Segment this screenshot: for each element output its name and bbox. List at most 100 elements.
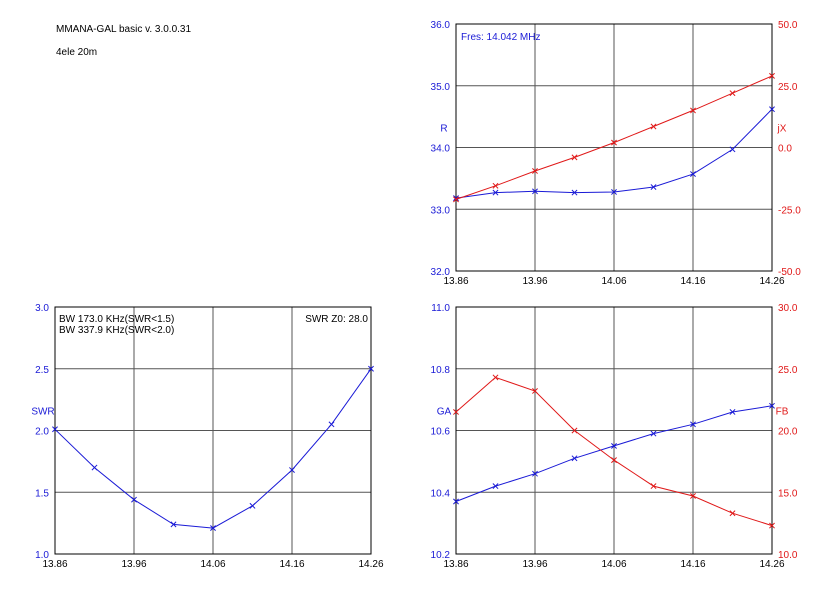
gain_fb-ytick-left: 10.2 — [431, 550, 451, 561]
gain_fb-series-ga-marker — [690, 421, 696, 428]
swr-bandwidth-annotation: BW 337.9 KHz(SWR<2.0) — [59, 325, 174, 336]
impedance-series-r-marker — [611, 189, 617, 195]
gain_fb-series-ga-marker — [650, 430, 657, 437]
swr-series-swr-marker — [289, 467, 295, 473]
impedance-series-r-marker — [690, 171, 696, 178]
swr-ytick-left: 1.0 — [35, 550, 49, 561]
impedance-ytick-right: 25.0 — [778, 82, 798, 93]
impedance-ytick-left: 33.0 — [431, 205, 451, 216]
swr-frame — [54, 306, 372, 555]
model-name: 4ele 20m — [56, 47, 98, 58]
swr-yaxis-left-label: SWR — [31, 406, 54, 417]
impedance-xtick-label: 13.96 — [522, 276, 547, 287]
swr-series-swr-marker — [368, 365, 374, 372]
impedance-xtick-label: 14.16 — [680, 276, 705, 287]
gain_fb-xtick-label: 13.86 — [443, 559, 468, 570]
gain_fb-yaxis-right-label: FB — [776, 406, 789, 417]
gain_fb-ytick-right: 30.0 — [778, 303, 798, 314]
impedance-series-r-marker — [571, 189, 578, 196]
gain_fb-series-fb-marker — [571, 427, 578, 434]
swr-series-swr-marker — [328, 421, 335, 428]
impedance-yaxis-right-label: jX — [777, 123, 787, 134]
gain_fb-series-fb-marker — [453, 409, 459, 415]
gain_fb-xtick-label: 14.16 — [680, 559, 705, 570]
impedance-series-jx-marker — [571, 154, 578, 161]
swr-xtick-label: 13.86 — [42, 559, 67, 570]
swr-series-swr-marker — [170, 521, 177, 528]
impedance-series-r-marker — [492, 189, 499, 196]
gain_fb-series-ga-marker — [611, 442, 617, 449]
gain_fb-series-fb-marker — [729, 510, 736, 517]
gain_fb-ytick-right: 10.0 — [778, 550, 798, 561]
program-title: MMANA-GAL basic v. 3.0.0.31 — [56, 24, 192, 35]
impedance-series-r-marker — [769, 106, 775, 113]
swr-series-swr-marker — [131, 496, 137, 503]
impedance-frame — [455, 23, 773, 272]
gain_fb-ytick-left: 10.8 — [431, 365, 451, 376]
impedance-series-jx-marker — [650, 123, 657, 130]
swr-series-swr-marker — [210, 525, 216, 532]
impedance-ytick-left: 32.0 — [431, 267, 451, 278]
gain_fb-xtick-label: 14.26 — [759, 559, 784, 570]
swr-xtick-label: 13.96 — [121, 559, 146, 570]
gain_fb-series-fb-marker — [492, 374, 499, 381]
gain_fb-series-ga-marker — [453, 498, 459, 505]
impedance-series-r-marker — [532, 188, 538, 195]
impedance-ytick-right: 0.0 — [778, 144, 792, 155]
gain_fb-xtick-label: 14.06 — [601, 559, 626, 570]
gain_fb-frame — [455, 306, 773, 555]
gain_fb-series-fb-marker — [769, 522, 775, 529]
gain_fb-series-fb-marker — [650, 483, 657, 490]
impedance-ytick-left: 35.0 — [431, 82, 451, 93]
gain_fb-ytick-left: 11.0 — [431, 303, 450, 314]
impedance-yaxis-left-label: R — [440, 123, 447, 134]
gain_fb-series-fb-marker — [611, 457, 617, 464]
swr-xtick-label: 14.16 — [279, 559, 304, 570]
gain_fb-ytick-right: 20.0 — [778, 427, 798, 438]
gain_fb-series-ga-marker — [492, 483, 499, 490]
gain_fb-yaxis-left-label: GA — [437, 406, 452, 417]
gain_fb-ytick-left: 10.6 — [431, 427, 451, 438]
impedance-annotation: Fres: 14.042 MHz — [461, 32, 540, 43]
impedance-ytick-right: -25.0 — [778, 205, 801, 216]
impedance-series-jx-marker — [611, 139, 617, 146]
swr-series-swr-marker — [91, 464, 98, 471]
impedance-series-r-marker — [453, 195, 459, 202]
swr-series-swr-marker — [249, 502, 256, 509]
impedance-series-r-marker — [650, 184, 657, 190]
impedance-series-r-marker — [729, 146, 736, 153]
impedance-ytick-right: -50.0 — [778, 267, 801, 278]
swr-xtick-label: 14.06 — [200, 559, 225, 570]
swr-ytick-left: 2.5 — [35, 365, 49, 376]
impedance-series-jx-marker — [492, 182, 499, 189]
impedance-xtick-label: 14.06 — [601, 276, 626, 287]
impedance-series-jx-marker — [453, 196, 459, 203]
impedance-ytick-left: 36.0 — [431, 20, 451, 31]
impedance-series-jx-marker — [690, 107, 696, 114]
gain_fb-series-ga-marker — [729, 409, 736, 415]
swr-series-swr-marker — [52, 426, 58, 433]
swr-ytick-left: 1.5 — [35, 488, 49, 499]
impedance-xtick-label: 13.86 — [443, 276, 468, 287]
gain_fb-series-ga-marker — [769, 402, 775, 409]
gain_fb-ytick-left: 10.4 — [431, 488, 451, 499]
swr-xtick-label: 14.26 — [358, 559, 383, 570]
impedance-xtick-label: 14.26 — [759, 276, 784, 287]
gain_fb-xtick-label: 13.96 — [522, 559, 547, 570]
gain_fb-ytick-right: 15.0 — [778, 488, 798, 499]
impedance-ytick-left: 34.0 — [431, 144, 451, 155]
impedance-series-jx-marker — [729, 90, 736, 97]
gain_fb-series-fb-marker — [690, 493, 696, 499]
gain_fb-series-fb-marker — [532, 388, 538, 394]
gain_fb-series-ga-marker — [532, 470, 538, 477]
impedance-series-jx-marker — [532, 168, 538, 174]
impedance-ytick-right: 50.0 — [778, 20, 798, 31]
gain_fb-series-ga-marker — [571, 455, 578, 462]
swr-z0-annotation: SWR Z0: 28.0 — [305, 314, 368, 325]
swr-bandwidth-annotation: BW 173.0 KHz(SWR<1.5) — [59, 314, 174, 325]
swr-ytick-left: 2.0 — [35, 427, 49, 438]
gain_fb-ytick-right: 25.0 — [778, 365, 798, 376]
swr-ytick-left: 3.0 — [35, 303, 49, 314]
impedance-series-jx-marker — [769, 72, 775, 79]
